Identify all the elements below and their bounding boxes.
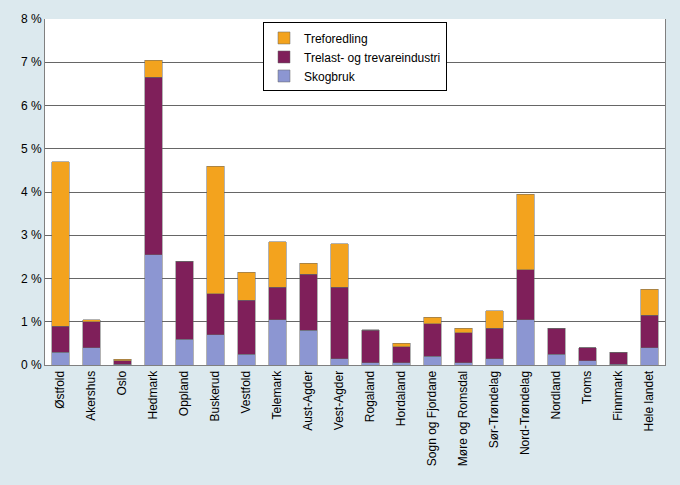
svg-text:8 %: 8 % (21, 12, 42, 26)
svg-text:5 %: 5 % (21, 142, 42, 156)
svg-text:Oppland: Oppland (177, 371, 191, 416)
svg-text:Oslo: Oslo (115, 370, 129, 395)
svg-text:Trelast- og trevareindustri: Trelast- og trevareindustri (304, 51, 440, 65)
svg-text:7 %: 7 % (21, 55, 42, 69)
svg-text:Vestfold: Vestfold (239, 371, 253, 414)
svg-text:Hele landet: Hele landet (642, 370, 656, 431)
svg-text:Finnmark: Finnmark (611, 370, 625, 421)
svg-text:Sør-Trøndelag: Sør-Trøndelag (487, 371, 501, 449)
svg-text:Hedmark: Hedmark (146, 370, 160, 420)
svg-text:Vest-Agder: Vest-Agder (332, 371, 346, 430)
svg-text:3 %: 3 % (21, 228, 42, 242)
svg-text:Nordland: Nordland (549, 371, 563, 420)
svg-text:4 %: 4 % (21, 185, 42, 199)
svg-text:1 %: 1 % (21, 315, 42, 329)
svg-text:Østfold: Østfold (53, 371, 67, 409)
svg-text:Akershus: Akershus (84, 371, 98, 421)
svg-text:Nord-Trøndelag: Nord-Trøndelag (518, 371, 532, 455)
svg-text:Sogn og Fjordane: Sogn og Fjordane (425, 370, 439, 466)
svg-text:Telemark: Telemark (270, 370, 284, 420)
svg-text:Troms: Troms (580, 371, 594, 405)
svg-text:Skogbruk: Skogbruk (304, 70, 356, 84)
svg-text:6 %: 6 % (21, 99, 42, 113)
svg-text:Rogaland: Rogaland (363, 371, 377, 422)
svg-text:Buskerud: Buskerud (208, 371, 222, 422)
svg-text:Møre og Romsdal: Møre og Romsdal (456, 371, 470, 466)
svg-text:Treforedling: Treforedling (304, 32, 368, 46)
svg-text:2 %: 2 % (21, 272, 42, 286)
svg-text:Hordaland: Hordaland (394, 371, 408, 426)
svg-text:Aust-Agder: Aust-Agder (301, 371, 315, 431)
svg-text:0 %: 0 % (21, 358, 42, 372)
